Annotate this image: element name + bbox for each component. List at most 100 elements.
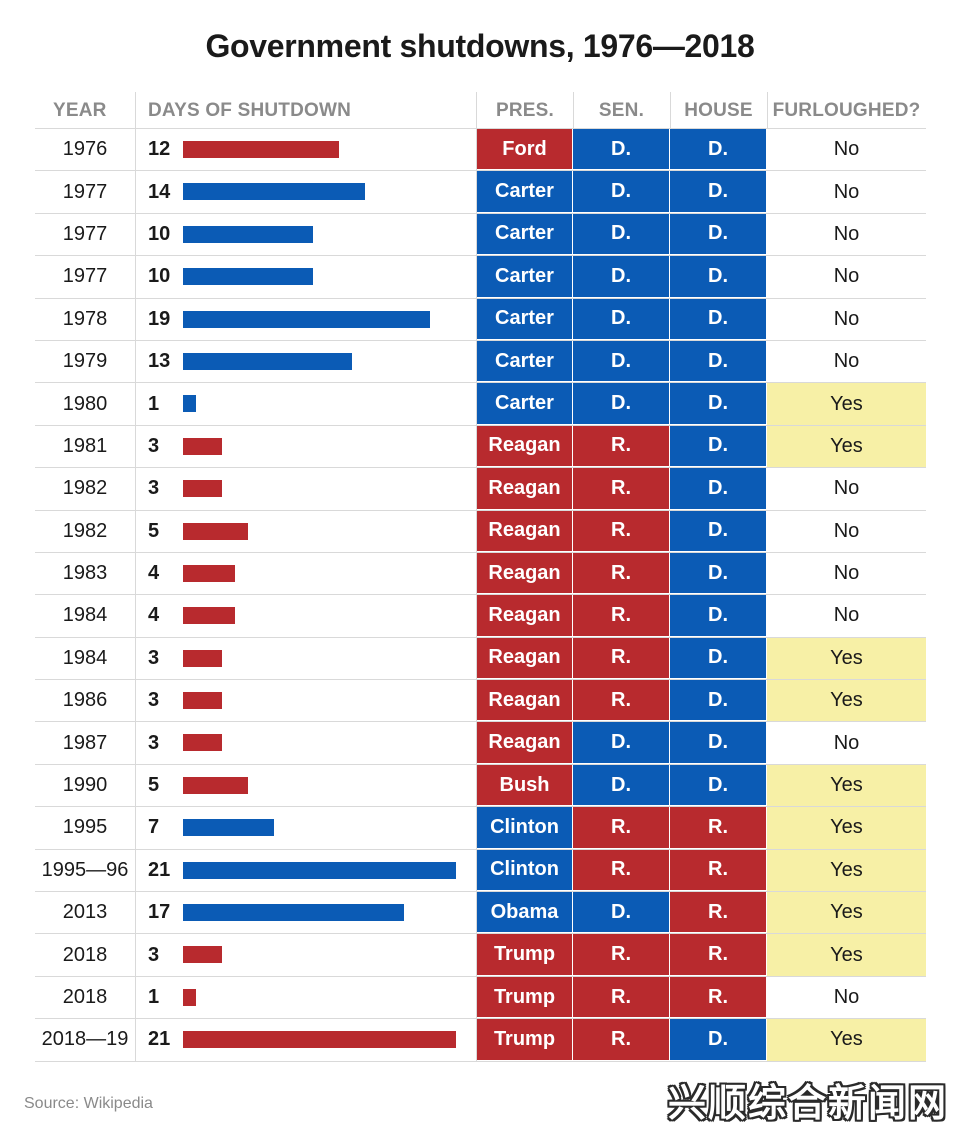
house-cell: D.	[670, 680, 767, 722]
senate-cell: R.	[573, 552, 670, 595]
column-divider	[476, 552, 477, 595]
table-row: 2018 3 Trump R. R. Yes	[35, 934, 926, 977]
table-row: 1990 5 Bush D. D. Yes	[35, 764, 926, 808]
shutdown-bar	[183, 988, 196, 1006]
header-sen: SEN.	[598, 100, 645, 121]
column-divider	[476, 764, 477, 807]
table-body: 1976 12 Ford D. D. No 1977 14 Carter D. D. No 1977 10…	[35, 129, 926, 1062]
column-divider	[135, 340, 136, 383]
bar-area	[183, 214, 473, 255]
table-row: 1983 4 Reagan R. D. No	[35, 552, 926, 596]
house-cell: R.	[670, 892, 767, 934]
column-divider	[135, 92, 136, 128]
house-cell: D.	[670, 213, 767, 256]
house-cell: D.	[670, 383, 767, 425]
column-divider	[135, 213, 136, 256]
house-cell: D.	[670, 510, 767, 552]
column-divider	[135, 425, 136, 468]
year-cell: 1987	[62, 731, 108, 754]
column-divider	[135, 468, 136, 510]
year-cell: 1995—96	[41, 858, 129, 881]
chart-title: Government shutdowns, 1976—2018	[205, 28, 755, 64]
table-row: 1978 19 Carter D. D. No	[35, 298, 926, 341]
year-cell: 1990	[62, 774, 108, 797]
days-label: 12	[148, 138, 171, 161]
days-label: 3	[148, 434, 160, 457]
column-divider	[476, 256, 477, 298]
watermark-logo: 兴顺综合新闻网	[667, 1083, 948, 1125]
days-label: 3	[148, 689, 160, 712]
source-note: Source: Wikipedia	[24, 1095, 153, 1112]
bar-area	[183, 426, 473, 467]
furloughed-cell: Yes	[767, 425, 926, 468]
table-row: 2018 1 Trump R. R. No	[35, 976, 926, 1020]
bar-area	[183, 977, 473, 1018]
column-divider	[476, 722, 477, 764]
senate-cell: D.	[573, 213, 670, 256]
days-label: 19	[148, 307, 171, 330]
year-cell: 2018	[62, 986, 108, 1008]
house-cell: R.	[670, 849, 767, 892]
column-divider	[135, 256, 136, 298]
column-divider	[135, 722, 136, 764]
shutdown-table: YEAR DAYS OF SHUTDOWN PRES. SEN. HOUSE F…	[35, 92, 926, 1062]
year-cell: 1983	[62, 562, 108, 585]
shutdown-bar	[183, 437, 222, 455]
days-label: 3	[148, 477, 160, 500]
president-cell: Reagan	[477, 722, 573, 764]
days-label: 5	[148, 774, 160, 797]
furloughed-cell: No	[833, 562, 860, 585]
table-row: 1976 12 Ford D. D. No	[35, 129, 926, 172]
bar-area	[183, 468, 473, 509]
column-divider	[135, 595, 136, 637]
table-row: 1979 13 Carter D. D. No	[35, 340, 926, 384]
table-row: 1987 3 Reagan D. D. No	[35, 722, 926, 765]
president-cell: Trump	[477, 1019, 573, 1061]
house-cell: D.	[670, 129, 767, 171]
shutdown-bar	[183, 776, 248, 794]
house-cell: D.	[670, 298, 767, 340]
shutdown-bar	[183, 225, 313, 243]
table-header-row: YEAR DAYS OF SHUTDOWN PRES. SEN. HOUSE F…	[35, 92, 926, 129]
days-label: 3	[148, 646, 160, 669]
senate-cell: R.	[573, 849, 670, 892]
table-row: 1982 3 Reagan R. D. No	[35, 468, 926, 511]
furloughed-cell: No	[833, 350, 860, 373]
president-cell: Carter	[477, 383, 573, 425]
furloughed-cell: No	[833, 986, 860, 1008]
president-cell: Trump	[477, 976, 573, 1019]
days-label: 4	[148, 562, 160, 585]
president-cell: Carter	[477, 298, 573, 340]
table-row: 1977 14 Carter D. D. No	[35, 171, 926, 214]
furloughed-cell: No	[833, 519, 860, 542]
president-cell: Reagan	[477, 552, 573, 595]
column-divider	[476, 298, 477, 340]
year-cell: 1982	[62, 477, 108, 500]
days-label: 3	[148, 731, 160, 754]
president-cell: Reagan	[477, 510, 573, 552]
column-divider	[476, 468, 477, 510]
year-cell: 1977	[62, 222, 108, 245]
president-cell: Reagan	[477, 595, 573, 637]
furloughed-cell: No	[833, 180, 860, 203]
president-cell: Clinton	[477, 807, 573, 849]
bar-area	[183, 892, 473, 933]
president-cell: Reagan	[477, 680, 573, 722]
column-divider	[476, 383, 477, 425]
column-divider	[476, 171, 477, 213]
column-divider	[135, 764, 136, 807]
house-cell: D.	[670, 595, 767, 637]
year-cell: 1979	[62, 350, 108, 373]
days-label: 14	[148, 180, 171, 203]
president-cell: Reagan	[477, 425, 573, 468]
column-divider	[767, 92, 768, 128]
senate-cell: R.	[573, 807, 670, 849]
bar-area	[183, 299, 473, 340]
senate-cell: D.	[573, 722, 670, 764]
shutdown-bar	[183, 946, 222, 964]
year-cell: 1977	[62, 180, 108, 203]
senate-cell: D.	[573, 298, 670, 340]
senate-cell: D.	[573, 129, 670, 171]
table-row: 1977 10 Carter D. D. No	[35, 256, 926, 299]
bar-area	[183, 256, 473, 297]
